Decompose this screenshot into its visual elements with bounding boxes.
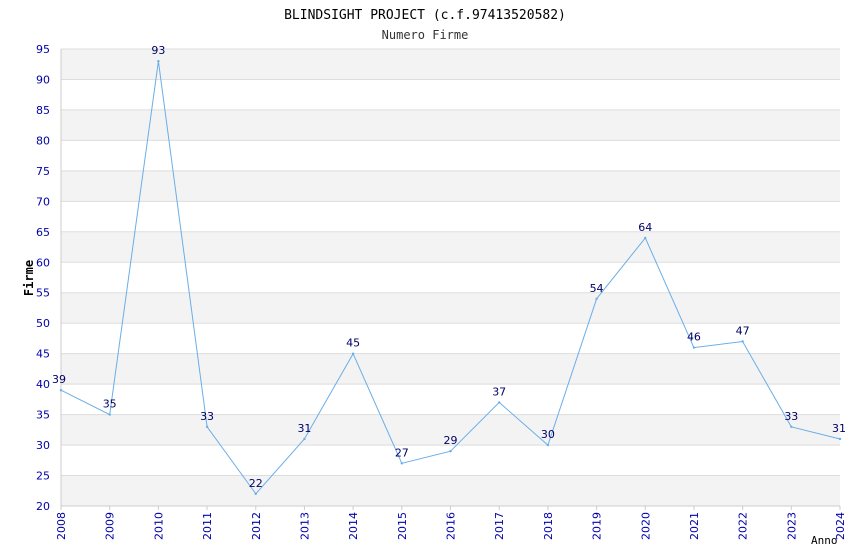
data-label: 33	[784, 410, 798, 423]
data-label: 64	[638, 221, 652, 234]
data-point	[108, 413, 111, 416]
data-point	[449, 449, 452, 453]
y-tick-label: 50	[36, 317, 50, 330]
y-tick-label: 65	[36, 226, 50, 239]
x-tick-label: 2021	[688, 512, 701, 540]
x-tick-label: 2018	[542, 512, 555, 540]
grid-band	[61, 414, 840, 446]
y-tick-label: 45	[36, 348, 50, 361]
grid-band	[61, 292, 840, 324]
grid-band	[61, 49, 840, 80]
data-label: 22	[249, 477, 263, 490]
data-point	[205, 425, 209, 428]
x-tick-label: 2015	[396, 512, 409, 540]
x-tick-label: 2009	[104, 512, 117, 540]
y-axis-label: Firme	[22, 260, 36, 296]
x-tick-label: 2012	[250, 512, 263, 540]
grid-band	[61, 109, 840, 141]
x-tick-label: 2017	[493, 512, 506, 540]
data-point	[546, 443, 550, 447]
data-point	[790, 425, 793, 428]
data-point	[692, 346, 696, 349]
data-label: 93	[151, 44, 165, 57]
x-tick-label: 2023	[785, 512, 798, 540]
grid-band	[61, 475, 840, 506]
data-label: 33	[200, 410, 214, 423]
y-tick-label: 75	[36, 165, 50, 178]
y-tick-label: 80	[36, 134, 50, 147]
data-point	[400, 462, 404, 465]
y-tick-label: 55	[36, 287, 50, 300]
data-label: 37	[492, 385, 506, 398]
data-labels: 39 35 93 33 22 31 45 27 29 37 30 54 64 46 47 33 31	[52, 44, 846, 490]
y-tick-label: 60	[36, 256, 50, 269]
data-point	[497, 401, 501, 404]
x-axis-ticks: 2008 2009 2010 2011 2012 2013 2014 2015 2016 2017…	[55, 506, 847, 540]
y-tick-label: 90	[36, 73, 50, 86]
y-tick-label: 30	[36, 439, 50, 452]
data-point	[838, 437, 842, 441]
x-tick-label: 2016	[445, 512, 458, 540]
x-tick-label: 2022	[737, 512, 750, 540]
y-axis-ticks: 20 25 30 35 40 45 50 55 60 65 70 75 80 85 90 95	[36, 43, 50, 513]
plot-background-bands	[61, 49, 840, 506]
data-point	[59, 389, 63, 392]
y-tick-label: 20	[36, 500, 50, 513]
series-group	[59, 59, 842, 496]
y-tick-label: 85	[36, 104, 50, 117]
data-label: 31	[297, 422, 311, 435]
x-tick-label: 2008	[55, 512, 68, 540]
data-label: 30	[541, 428, 555, 441]
data-label: 46	[687, 331, 701, 344]
data-label: 31	[832, 422, 846, 435]
chart-title: BLINDSIGHT PROJECT (c.f.97413520582)	[284, 8, 566, 23]
x-tick-label: 2010	[152, 512, 165, 540]
x-tick-label: 2019	[591, 512, 604, 540]
data-point	[644, 236, 647, 240]
data-point	[595, 297, 598, 301]
data-label: 29	[444, 434, 458, 447]
data-point	[254, 492, 257, 496]
x-tick-label: 2020	[639, 512, 652, 540]
grid-band	[61, 231, 840, 263]
x-tick-label: 2024	[834, 512, 847, 540]
y-tick-label: 95	[36, 43, 50, 56]
x-tick-label: 2011	[201, 512, 214, 540]
data-point	[157, 59, 160, 63]
grid-band	[61, 170, 840, 202]
y-tick-label: 25	[36, 470, 50, 483]
data-label: 35	[103, 398, 117, 411]
data-point	[351, 352, 355, 355]
x-tick-label: 2014	[347, 512, 360, 540]
data-point	[741, 340, 744, 343]
grid-band	[61, 353, 840, 385]
x-axis-label: Anno	[811, 534, 838, 547]
data-label: 45	[346, 337, 360, 350]
chart-subtitle: Numero Firme	[382, 28, 469, 42]
y-tick-label: 70	[36, 195, 50, 208]
data-label: 47	[736, 324, 750, 337]
data-point	[303, 437, 306, 441]
data-label: 54	[590, 282, 604, 295]
data-label: 39	[52, 373, 66, 386]
y-tick-label: 35	[36, 409, 50, 422]
y-tick-label: 40	[36, 378, 50, 391]
data-label: 27	[395, 446, 409, 459]
x-tick-label: 2013	[298, 512, 311, 540]
